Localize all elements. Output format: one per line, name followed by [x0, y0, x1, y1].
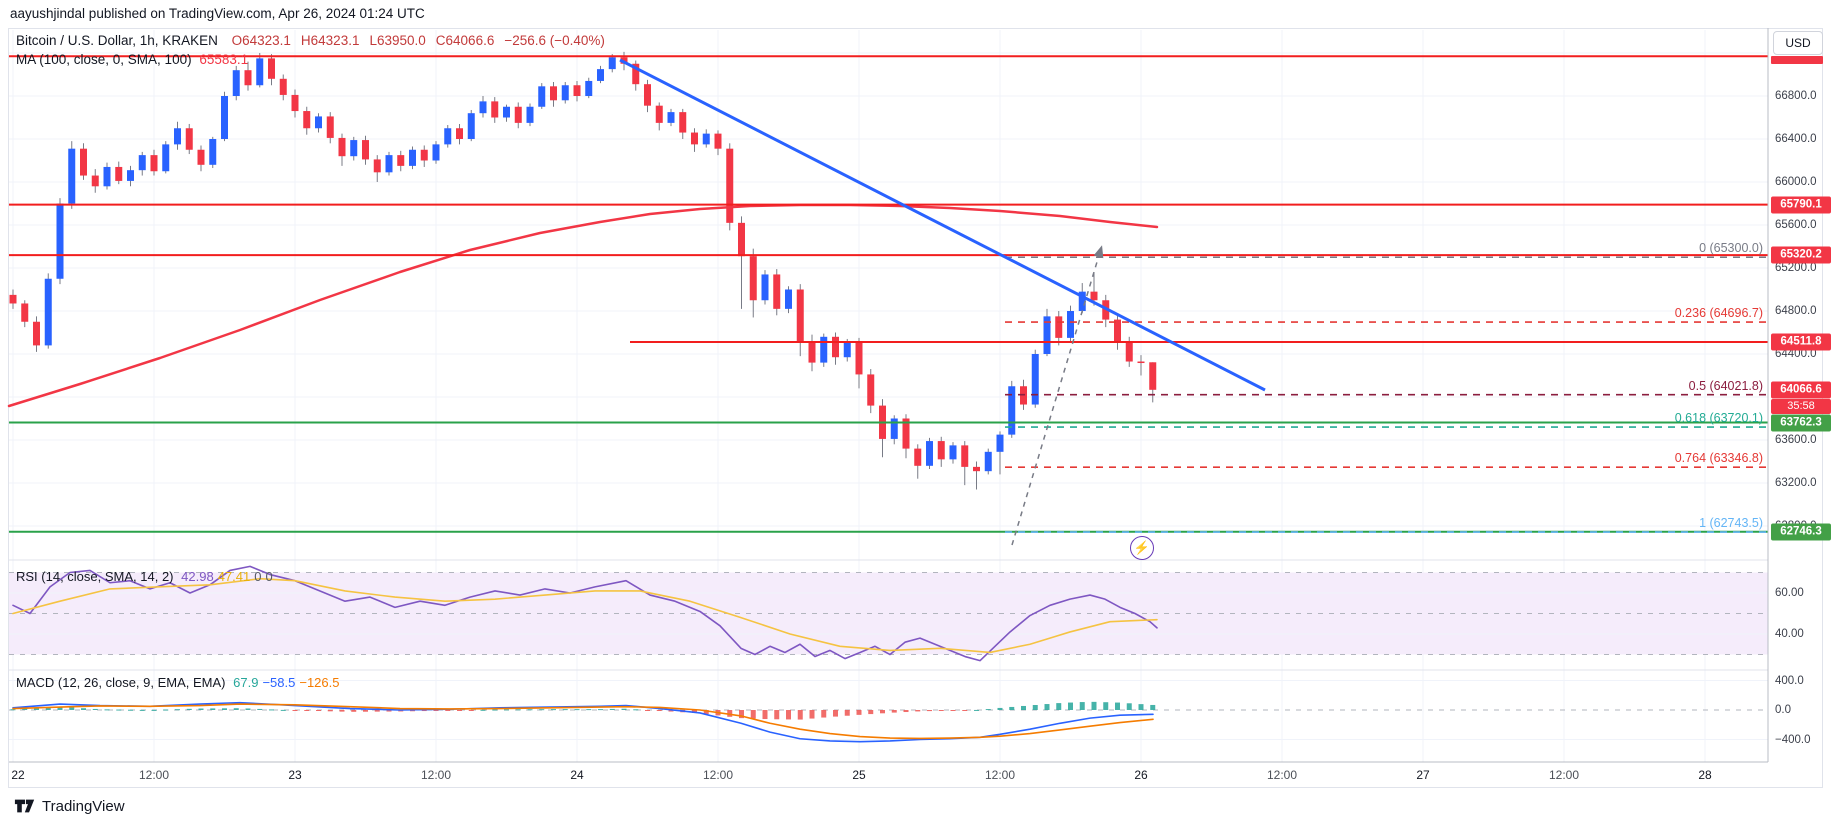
lightning-boost-button[interactable]: ⚡	[1130, 536, 1154, 560]
tradingview-logo-text: TradingView	[42, 797, 125, 815]
time-axis[interactable]	[8, 762, 1768, 788]
projection-arrow	[1011, 245, 1104, 546]
descending-trendline	[619, 58, 1266, 392]
rsi-tick-label: 60.00	[1775, 587, 1804, 599]
price-tick-label: 66400.0	[1775, 133, 1817, 145]
time-tick-label: 12:00	[1548, 768, 1580, 782]
time-tick-label: 25	[852, 768, 866, 782]
macd-values: 67.9 −58.5 −126.5	[233, 675, 343, 690]
time-tick-label: 22	[11, 768, 25, 782]
rsi-value: 42.98	[181, 569, 214, 584]
rsi-value: 47.41	[217, 569, 251, 584]
published-info-bar: aayushjindal published on TradingView.co…	[0, 0, 1835, 28]
price-badge: 65790.1	[1771, 196, 1831, 214]
symbol-title: Bitcoin / U.S. Dollar, 1h, KRAKEN	[16, 33, 218, 48]
top-price-badge-clipped	[1771, 56, 1823, 64]
time-tick-label: 12:00	[138, 768, 170, 782]
countdown-badge: 35:58	[1771, 398, 1831, 414]
ma-label: MA (100, close, 0, SMA, 100)	[16, 52, 192, 67]
macd-legend: MACD (12, 26, close, 9, EMA, EMA) 67.9 −5…	[16, 675, 347, 690]
time-tick-label: 12:00	[984, 768, 1016, 782]
currency-button[interactable]: USD	[1773, 31, 1823, 55]
macd-pane-decorations	[9, 680, 1768, 740]
price-tick-label: 64400.0	[1775, 348, 1817, 360]
price-tick-label: 65600.0	[1775, 219, 1817, 231]
price-badge: 65320.2	[1771, 246, 1831, 264]
fib-retracement-lines	[1005, 256, 1768, 533]
fib-level-label: 0.5 (64021.8)	[1688, 378, 1763, 393]
macd-value: 67.9	[233, 675, 259, 690]
macd-tick-label: 400.0	[1775, 674, 1804, 687]
ma-legend: MA (100, close, 0, SMA, 100) 65583.1	[16, 52, 252, 67]
fib-level-label: 0.236 (64696.7)	[1674, 306, 1763, 321]
ohlc-value: H64323.1	[300, 33, 360, 48]
macd-tick-label: 0.0	[1775, 704, 1791, 716]
fib-level-label: 1 (62743.5)	[1699, 516, 1763, 531]
time-tick-label: 28	[1698, 768, 1712, 782]
ohlc-value: O64323.1	[231, 33, 291, 48]
macd-signal-line	[12, 703, 1154, 740]
ohlc-values: O64323.1 H64323.1 L63950.0 C64066.6 −256.6 (…	[226, 33, 609, 48]
chart-card	[8, 28, 1823, 788]
tradingview-logo-icon	[14, 799, 35, 813]
fib-level-label: 0.764 (63346.8)	[1674, 451, 1763, 466]
ohlc-value: −256.6 (−0.40%)	[504, 33, 605, 48]
ma-value: 65583.1	[199, 52, 249, 67]
published-text: aayushjindal published on TradingView.co…	[10, 6, 425, 21]
price-tick-label: 63600.0	[1775, 434, 1817, 446]
macd-line	[12, 701, 1154, 743]
rsi-tick-label: 40.00	[1775, 628, 1804, 640]
symbol-legend: Bitcoin / U.S. Dollar, 1h, KRAKEN O64323…	[16, 33, 613, 48]
price-tick-label: 66000.0	[1775, 176, 1817, 188]
ma-100-line	[7, 203, 1159, 408]
macd-tick-label: −400.0	[1775, 733, 1811, 746]
time-tick-label: 23	[288, 768, 302, 782]
rsi-legend: RSI (14, close, SMA, 14, 2) 42.98 47.41 0 0	[16, 569, 281, 584]
pane-borders	[9, 28, 1769, 763]
time-tick-label: 27	[1416, 768, 1430, 782]
fib-level-label: 0 (65300.0)	[1699, 241, 1763, 256]
time-tick-label: 12:00	[420, 768, 452, 782]
fib-level-label: 0.618 (63720.1)	[1674, 411, 1763, 426]
rsi-values: 42.98 47.41 0 0	[181, 569, 277, 584]
rsi-value: 0	[254, 569, 262, 584]
price-badge: 63762.3	[1771, 414, 1831, 432]
ohlc-value: C64066.6	[435, 33, 495, 48]
rsi-pane-decorations	[9, 572, 1768, 655]
time-tick-label: 24	[570, 768, 584, 782]
price-badge: 64511.8	[1771, 333, 1831, 351]
time-tick-label: 12:00	[702, 768, 734, 782]
price-tick-label: 63200.0	[1775, 477, 1817, 489]
price-badge: 64066.6	[1771, 381, 1831, 399]
tradingview-logo[interactable]: TradingView	[14, 797, 125, 815]
price-badge: 62746.3	[1771, 523, 1831, 541]
price-tick-label: 65200.0	[1775, 262, 1817, 274]
rsi-label: RSI (14, close, SMA, 14, 2)	[16, 569, 174, 584]
rsi-value: 0	[265, 569, 273, 584]
macd-value: −58.5	[262, 675, 296, 690]
macd-value: −126.5	[299, 675, 340, 690]
time-tick-label: 12:00	[1266, 768, 1298, 782]
horizontal-price-lines	[9, 55, 1768, 533]
ohlc-value: L63950.0	[369, 33, 426, 48]
rsi-line	[12, 565, 1158, 662]
time-tick-label: 26	[1134, 768, 1148, 782]
macd-label: MACD (12, 26, close, 9, EMA, EMA)	[16, 675, 226, 690]
candles-series	[9, 51, 1157, 490]
price-tick-label: 64800.0	[1775, 305, 1817, 317]
rsi-ma-line	[12, 577, 1158, 654]
price-tick-label: 66800.0	[1775, 90, 1817, 102]
